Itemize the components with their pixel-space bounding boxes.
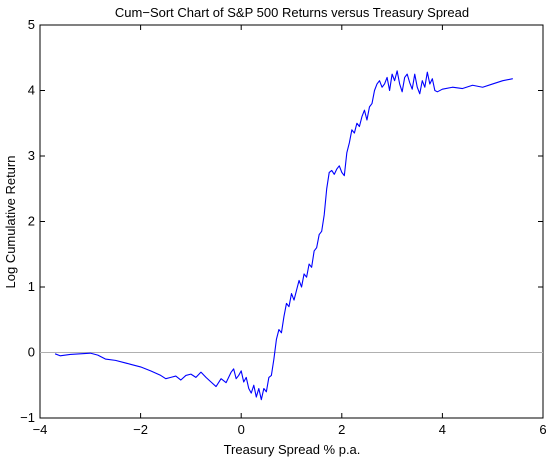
x-tick-label: 0 <box>238 422 245 437</box>
axis-ticks: −4 −2 0 2 4 6 −1 0 1 2 3 4 5 <box>20 17 546 437</box>
y-tick-label: 5 <box>28 17 35 32</box>
y-tick-label: −1 <box>20 410 35 425</box>
y-axis-label: Log Cumulative Return <box>3 156 18 289</box>
y-tick-label: 4 <box>28 83 35 98</box>
x-tick-label: 2 <box>338 422 345 437</box>
y-tick-label: 2 <box>28 214 35 229</box>
chart-title: Cum−Sort Chart of S&P 500 Returns versus… <box>115 5 469 20</box>
y-tick-label: 0 <box>28 345 35 360</box>
y-tick-label: 3 <box>28 148 35 163</box>
y-tick-label: 1 <box>28 279 35 294</box>
x-axis-label: Treasury Spread % p.a. <box>224 442 361 457</box>
plot-frame <box>39 24 544 419</box>
x-tick-label: −2 <box>133 422 148 437</box>
x-tick-label: −4 <box>33 422 48 437</box>
x-tick-label: 4 <box>439 422 446 437</box>
x-tick-label: 6 <box>539 422 546 437</box>
plot-area <box>40 70 543 401</box>
series-line <box>54 70 513 401</box>
